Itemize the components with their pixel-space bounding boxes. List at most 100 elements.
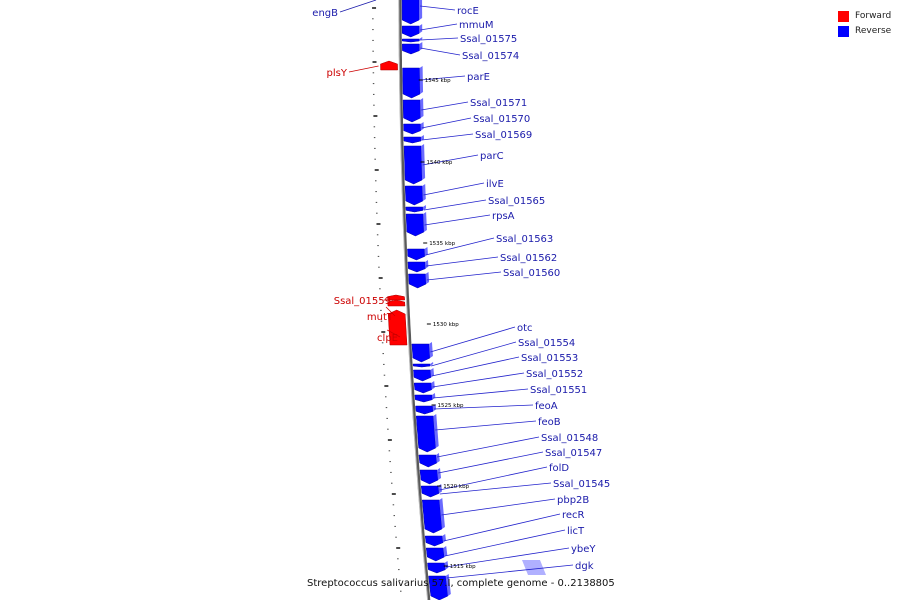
legend: Forward Reverse (838, 9, 891, 39)
reverse-gene-shade (435, 453, 440, 463)
reverse-gene-block (402, 43, 420, 55)
gene-label: ilvE (486, 179, 504, 190)
gene-label: Ssal_01553 (521, 353, 578, 364)
gene-label: pbp2B (557, 495, 589, 506)
gene-label: Ssal_01571 (470, 98, 527, 109)
label-leader (426, 256, 499, 267)
label-leader (445, 547, 570, 568)
legend-label-reverse: Reverse (855, 26, 892, 36)
reverse-gene-block (407, 261, 426, 273)
gene-label: rocE (457, 6, 479, 17)
label-leader (430, 326, 516, 353)
reverse-gene-block (413, 382, 433, 394)
reverse-gene-block (414, 394, 433, 403)
reverse-gene-shade (430, 362, 434, 366)
label-leader (422, 154, 479, 166)
gene-label: feoA (535, 401, 558, 412)
label-leader (436, 436, 540, 458)
reverse-gene-shade (419, 0, 423, 20)
forward-gene-block (380, 60, 398, 71)
label-leader (433, 404, 534, 410)
reverse-swatch (838, 25, 849, 37)
reverse-gene-shade (422, 205, 427, 211)
gene-label: parE (467, 72, 490, 83)
reverse-gene-shade (431, 393, 436, 400)
gene-label: Ssal_01552 (526, 369, 583, 380)
gene-label: mmuM (459, 20, 493, 31)
gene-label: Ssal_01548 (541, 433, 598, 444)
forward-swatch (838, 10, 849, 22)
scale-label: 1545 kbp (425, 78, 451, 84)
reverse-gene-block (413, 369, 432, 382)
reverse-gene-shade (428, 342, 433, 358)
forward-gene-block (387, 294, 405, 301)
label-leader (431, 356, 520, 377)
label-leader (435, 420, 537, 431)
reverse-gene-block (412, 363, 431, 368)
reverse-gene-block (403, 123, 422, 135)
label-leader (438, 451, 544, 474)
gene-label: Ssal_01560 (503, 268, 560, 279)
reverse-gene-block (420, 485, 440, 498)
genome-backbone (398, 0, 431, 600)
reverse-gene-block (411, 343, 431, 363)
reverse-gene-shade (419, 42, 423, 51)
label-leader (420, 23, 458, 31)
legend-item-reverse: Reverse (838, 24, 891, 38)
label-leader (421, 133, 474, 141)
scale-label: 1530 kbp (433, 322, 459, 328)
reverse-gene-shade (419, 37, 423, 41)
reverse-gene-block (402, 99, 421, 123)
reverse-gene-shade (422, 184, 426, 201)
reverse-gene-shade (432, 404, 437, 412)
reverse-gene-block (424, 535, 444, 547)
label-leader (339, 0, 377, 13)
reverse-gene-block (425, 547, 445, 562)
reverse-gene-block (419, 469, 439, 485)
label-leader (423, 182, 485, 196)
reverse-gene-block (415, 415, 436, 453)
label-leader (420, 75, 466, 81)
label-leader (423, 199, 487, 211)
reverse-gene-shade (445, 574, 451, 596)
label-leader (385, 306, 396, 317)
scale-label: 1535 kbp (429, 241, 455, 247)
gene-label: Ssal_01574 (462, 51, 519, 62)
label-leader (439, 466, 548, 491)
reverse-gene-shade (431, 381, 435, 390)
gene-label: Ssal_01570 (473, 114, 530, 125)
reverse-gene-block (428, 575, 449, 600)
reverse-gene-shade (444, 561, 449, 570)
reverse-gene-shade (423, 212, 427, 232)
reverse-gene-block (405, 206, 424, 213)
scale-label: 1540 kbp (426, 160, 452, 166)
reverse-gene-block (402, 67, 421, 99)
reverse-gene-block (404, 185, 424, 206)
gene-label: Ssal_01547 (545, 448, 602, 459)
gene-label: otc (517, 323, 533, 334)
gene-label: plsY (327, 68, 348, 79)
genome-backbone-highlight (398, 0, 429, 600)
reverse-gene-block (408, 273, 427, 289)
reverse-gene-block (401, 0, 420, 25)
reverse-gene-shade (419, 24, 423, 34)
label-leader (441, 498, 556, 516)
forward-gene-block (387, 299, 406, 307)
label-leader (348, 65, 379, 73)
label-leader (433, 388, 529, 399)
reverse-gene-shade (433, 414, 439, 448)
legend-label-forward: Forward (855, 11, 892, 21)
reverse-gene-shade (443, 546, 448, 557)
gene-label: rpsA (492, 211, 515, 222)
reverse-gene-shade (424, 247, 428, 257)
label-leader (421, 101, 469, 111)
label-leader (446, 564, 574, 579)
gene-label: Ssal_01545 (553, 479, 610, 490)
reverse-gene-block (403, 136, 422, 144)
reverse-gene-block (427, 562, 446, 574)
label-leader (432, 372, 525, 388)
scale-label: 1520 kbp (443, 484, 469, 490)
gene-label: folD (549, 463, 569, 474)
